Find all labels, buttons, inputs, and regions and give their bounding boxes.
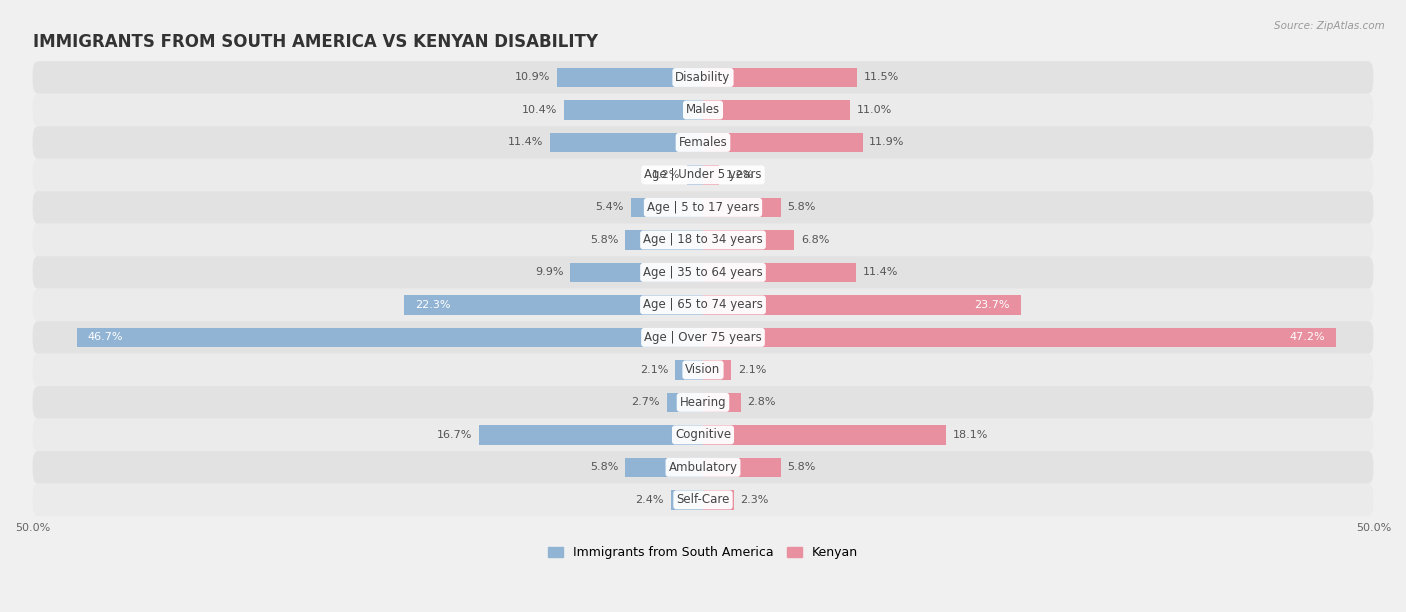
Text: 46.7%: 46.7% — [87, 332, 124, 342]
FancyBboxPatch shape — [32, 61, 1374, 94]
FancyBboxPatch shape — [32, 289, 1374, 321]
Bar — [703, 425, 946, 445]
Bar — [631, 198, 703, 217]
Text: 2.1%: 2.1% — [738, 365, 766, 375]
Text: Age | 35 to 64 years: Age | 35 to 64 years — [643, 266, 763, 279]
Text: 11.4%: 11.4% — [508, 138, 544, 147]
Text: 11.9%: 11.9% — [869, 138, 904, 147]
FancyBboxPatch shape — [32, 126, 1374, 159]
Text: IMMIGRANTS FROM SOUTH AMERICA VS KENYAN DISABILITY: IMMIGRANTS FROM SOUTH AMERICA VS KENYAN … — [32, 34, 598, 51]
Bar — [557, 68, 703, 88]
FancyBboxPatch shape — [32, 191, 1374, 224]
Text: Hearing: Hearing — [679, 396, 727, 409]
Text: 5.4%: 5.4% — [596, 203, 624, 212]
Bar — [550, 133, 703, 152]
Bar — [703, 393, 741, 412]
FancyBboxPatch shape — [32, 256, 1374, 289]
Text: Age | Over 75 years: Age | Over 75 years — [644, 331, 762, 344]
Text: 23.7%: 23.7% — [974, 300, 1010, 310]
Text: 5.8%: 5.8% — [787, 463, 815, 472]
Bar — [703, 230, 794, 250]
Text: 16.7%: 16.7% — [437, 430, 472, 440]
Bar — [571, 263, 703, 282]
Text: 2.4%: 2.4% — [636, 495, 664, 505]
Text: 2.3%: 2.3% — [741, 495, 769, 505]
Bar — [626, 230, 703, 250]
Bar — [703, 263, 856, 282]
Text: Age | 5 to 17 years: Age | 5 to 17 years — [647, 201, 759, 214]
Bar — [404, 295, 703, 315]
Bar — [703, 100, 851, 120]
Text: 2.8%: 2.8% — [747, 397, 776, 408]
Text: 9.9%: 9.9% — [536, 267, 564, 277]
Bar — [703, 327, 1336, 347]
FancyBboxPatch shape — [32, 419, 1374, 451]
Bar — [703, 198, 780, 217]
FancyBboxPatch shape — [32, 483, 1374, 516]
Bar — [703, 165, 718, 185]
Text: Males: Males — [686, 103, 720, 116]
Text: Ambulatory: Ambulatory — [668, 461, 738, 474]
Text: Source: ZipAtlas.com: Source: ZipAtlas.com — [1274, 21, 1385, 31]
Bar — [479, 425, 703, 445]
Text: 18.1%: 18.1% — [952, 430, 988, 440]
Text: Age | 65 to 74 years: Age | 65 to 74 years — [643, 299, 763, 312]
Text: 22.3%: 22.3% — [415, 300, 450, 310]
Text: 2.7%: 2.7% — [631, 397, 659, 408]
FancyBboxPatch shape — [32, 224, 1374, 256]
Text: 11.4%: 11.4% — [862, 267, 898, 277]
Text: 1.2%: 1.2% — [652, 170, 681, 180]
Bar — [703, 360, 731, 379]
FancyBboxPatch shape — [32, 159, 1374, 191]
Text: 47.2%: 47.2% — [1289, 332, 1324, 342]
Text: Disability: Disability — [675, 71, 731, 84]
Bar — [564, 100, 703, 120]
Text: Age | 18 to 34 years: Age | 18 to 34 years — [643, 233, 763, 247]
Text: 5.8%: 5.8% — [591, 463, 619, 472]
Bar — [671, 490, 703, 510]
Bar — [626, 458, 703, 477]
FancyBboxPatch shape — [32, 451, 1374, 483]
Text: 10.4%: 10.4% — [522, 105, 557, 115]
Text: Vision: Vision — [685, 364, 721, 376]
Bar — [666, 393, 703, 412]
Text: Age | Under 5 years: Age | Under 5 years — [644, 168, 762, 182]
Text: 10.9%: 10.9% — [515, 72, 550, 83]
Legend: Immigrants from South America, Kenyan: Immigrants from South America, Kenyan — [543, 542, 863, 564]
Bar — [703, 295, 1021, 315]
Bar — [703, 490, 734, 510]
FancyBboxPatch shape — [32, 321, 1374, 354]
Bar — [703, 68, 858, 88]
Text: 11.5%: 11.5% — [863, 72, 900, 83]
FancyBboxPatch shape — [32, 354, 1374, 386]
Text: 5.8%: 5.8% — [591, 235, 619, 245]
Text: 2.1%: 2.1% — [640, 365, 668, 375]
Bar — [703, 133, 862, 152]
Text: 1.2%: 1.2% — [725, 170, 754, 180]
Text: 5.8%: 5.8% — [787, 203, 815, 212]
Text: 6.8%: 6.8% — [801, 235, 830, 245]
Text: 11.0%: 11.0% — [858, 105, 893, 115]
Text: Self-Care: Self-Care — [676, 493, 730, 506]
FancyBboxPatch shape — [32, 94, 1374, 126]
Text: Females: Females — [679, 136, 727, 149]
Bar — [703, 458, 780, 477]
FancyBboxPatch shape — [32, 386, 1374, 419]
Text: Cognitive: Cognitive — [675, 428, 731, 441]
Bar — [675, 360, 703, 379]
Bar — [688, 165, 703, 185]
Bar — [77, 327, 703, 347]
